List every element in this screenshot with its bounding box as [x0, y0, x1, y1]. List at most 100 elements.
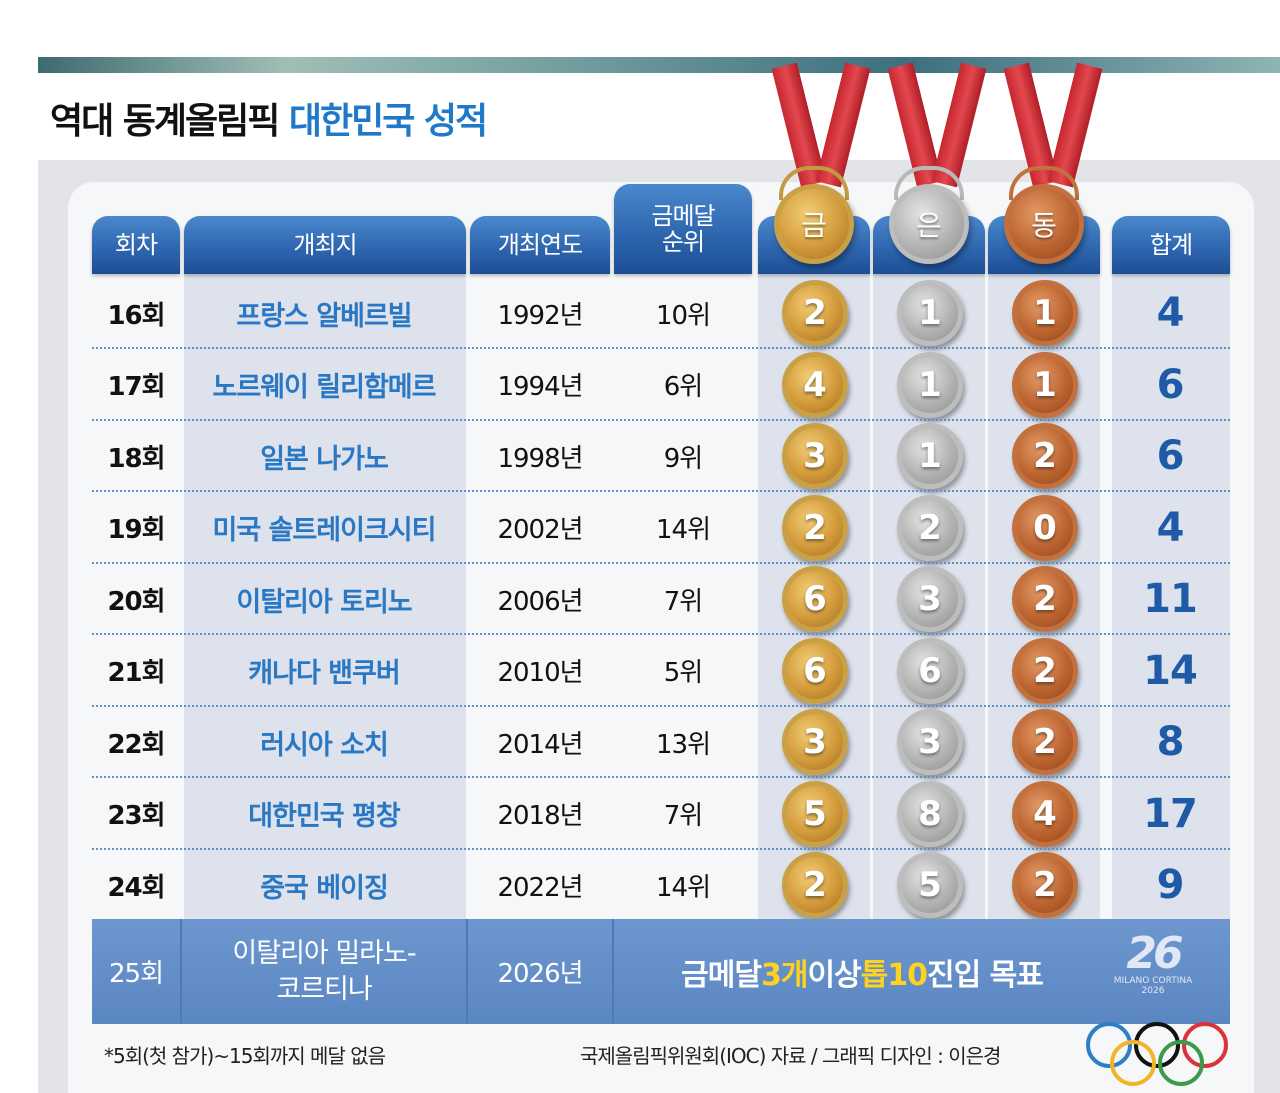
logo-text: MILANO CORTINA	[1113, 976, 1193, 986]
edition-cell: 21회	[107, 658, 165, 688]
milano-cortina-logo: 26 MILANO CORTINA 2026	[1098, 932, 1208, 1012]
rank-cell: 7위	[663, 801, 703, 831]
silver-medal-count: 1	[897, 423, 963, 489]
rank-cell: 13위	[655, 729, 711, 760]
silver-medal-count: 1	[897, 280, 963, 346]
edition-cell: 20회	[107, 586, 165, 617]
gold-medal-count: 6	[782, 637, 848, 704]
logo-mark: 26	[1126, 928, 1183, 979]
gold-medal-count: 3	[782, 423, 848, 489]
title-highlight: 대한민국 성적	[288, 101, 488, 142]
future-row-2026: 25회 이탈리아 밀라노- 코르티나 2026년 금메달 3개 이상 톱10 진…	[92, 919, 1230, 1024]
gold-medal-count: 5	[782, 780, 848, 847]
rank-cell: 9위	[663, 443, 703, 474]
header-bronze-medal: 동	[1004, 184, 1084, 264]
bronze-medal-count: 2	[1012, 709, 1078, 775]
host-column-shade	[184, 274, 466, 919]
header-host: 개최지	[184, 216, 466, 274]
gold-medal-count: 2	[782, 852, 848, 918]
logo-year: 2026	[1141, 986, 1165, 996]
total-cell: 14	[1143, 647, 1198, 694]
rank-cell: 14위	[655, 872, 711, 903]
year-cell: 1992년	[497, 300, 583, 331]
future-edition: 25회	[108, 959, 164, 989]
bronze-medal-count: 0	[1012, 494, 1078, 561]
header-rank: 금메달 순위	[614, 184, 752, 274]
total-cell: 4	[1156, 290, 1185, 336]
table-row: 22회 러시아 소치 2014년 13위 3 3 2 8	[92, 706, 1230, 778]
source-credit: 국제올림픽위원회(IOC) 자료 / 그래픽 디자인 : 이은경	[580, 1044, 1001, 1068]
bronze-medal-count: 1	[1012, 351, 1078, 418]
footnote: *5회(첫 참가)~15회까지 메달 없음	[104, 1044, 386, 1068]
bronze-medal-count: 2	[1012, 566, 1078, 632]
edition-cell: 24회	[107, 872, 165, 903]
total-column-shade	[1112, 274, 1230, 919]
bronze-medal-count: 2	[1012, 637, 1078, 704]
year-cell: 1994년	[497, 372, 583, 402]
host-cell: 중국 베이징	[260, 872, 389, 904]
silver-medal-count: 5	[897, 852, 963, 918]
table-row: 23회 대한민국 평창 2018년 7위 5 8 4 17	[92, 778, 1230, 850]
total-cell: 11	[1143, 576, 1198, 622]
total-cell: 17	[1143, 790, 1198, 837]
header-edition: 회차	[92, 216, 180, 274]
table-row: 18회 일본 나가노 1998년 9위 3 1 2 6	[92, 420, 1230, 492]
total-cell: 6	[1156, 433, 1185, 479]
table-row: 21회 캐나다 밴쿠버 2010년 5위 6 6 2 14	[92, 635, 1230, 707]
total-cell: 4	[1156, 504, 1185, 551]
bronze-medal-count: 4	[1012, 780, 1078, 847]
host-cell: 노르웨이 릴리함메르	[212, 372, 437, 403]
silver-medal-count: 1	[897, 351, 963, 418]
future-divider	[612, 919, 614, 1024]
future-host-line2: 코르티나	[276, 973, 372, 1005]
rank-cell: 5위	[663, 658, 703, 688]
year-cell: 2006년	[497, 586, 583, 617]
silver-medal-count: 8	[897, 780, 963, 847]
host-cell: 캐나다 밴쿠버	[248, 658, 400, 689]
host-cell: 일본 나가노	[260, 443, 389, 475]
future-divider	[466, 919, 468, 1024]
year-cell: 2022년	[497, 872, 583, 903]
gold-medal-count: 2	[782, 494, 848, 561]
gold-medal-count: 2	[782, 280, 848, 346]
goal-text-2: 이상	[807, 957, 861, 993]
olympic-rings-icon	[1082, 1018, 1232, 1088]
title-prefix: 역대 동계올림픽	[50, 101, 280, 142]
gold-medal-count: 4	[782, 351, 848, 418]
host-cell: 대한민국 평창	[248, 801, 400, 832]
total-cell: 8	[1156, 719, 1185, 765]
future-goal: 금메달 3개 이상 톱10 진입 목표	[614, 919, 1110, 1024]
silver-medal-count: 6	[897, 637, 963, 704]
year-cell: 1998년	[497, 443, 583, 474]
year-cell: 2010년	[497, 658, 583, 688]
edition-cell: 22회	[107, 729, 165, 760]
rank-cell: 10위	[655, 300, 711, 331]
goal-top10: 톱10	[860, 957, 928, 993]
year-cell: 2014년	[497, 729, 583, 760]
host-cell: 미국 솔트레이크시티	[212, 515, 437, 546]
silver-medal-count: 3	[897, 709, 963, 775]
header-total: 합계	[1112, 216, 1230, 274]
table-row: 24회 중국 베이징 2022년 14위 2 5 2 9	[92, 849, 1230, 921]
total-cell: 6	[1156, 361, 1185, 408]
host-cell: 이탈리아 토리노	[236, 586, 412, 618]
year-cell: 2002년	[497, 515, 583, 545]
bronze-medal-count: 2	[1012, 852, 1078, 918]
host-cell: 프랑스 알베르빌	[236, 300, 412, 332]
edition-cell: 18회	[107, 443, 165, 474]
header-silver-medal: 은	[889, 184, 969, 264]
table-row: 17회 노르웨이 릴리함메르 1994년 6위 4 1 1 6	[92, 349, 1230, 421]
gold-medal-count: 6	[782, 566, 848, 632]
table-row: 16회 프랑스 알베르빌 1992년 10위 2 1 1 4	[92, 277, 1230, 349]
edition-cell: 19회	[107, 515, 165, 545]
goal-text-1: 금메달	[681, 957, 762, 993]
table-row: 20회 이탈리아 토리노 2006년 7위 6 3 2 11	[92, 563, 1230, 635]
future-host: 이탈리아 밀라노- 코르티나	[182, 919, 466, 1024]
bronze-medal-count: 2	[1012, 423, 1078, 489]
rank-cell: 6위	[663, 372, 703, 402]
goal-text-3: 진입 목표	[927, 957, 1044, 993]
edition-cell: 17회	[107, 372, 165, 402]
bronze-medal-count: 1	[1012, 280, 1078, 346]
silver-medal-count: 2	[897, 494, 963, 561]
edition-cell: 23회	[107, 801, 165, 831]
